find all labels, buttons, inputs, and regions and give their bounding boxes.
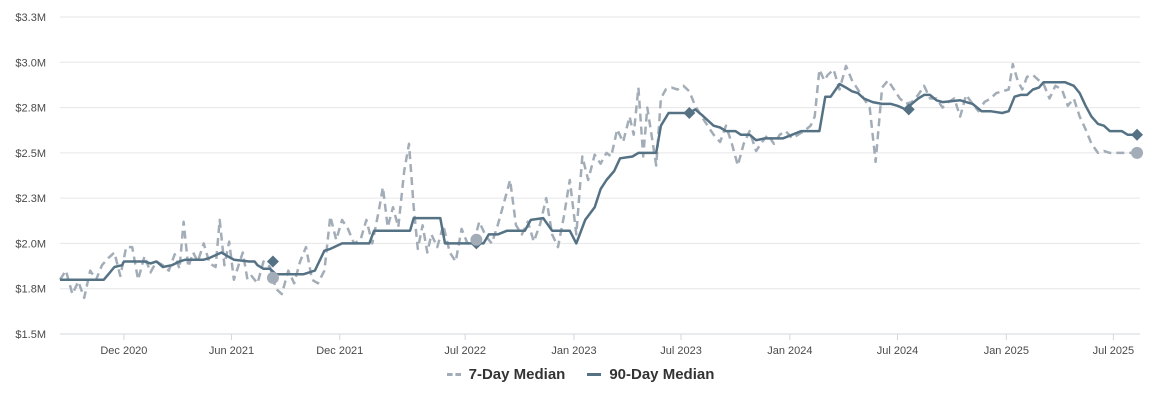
legend-label-7-day-median: 7-Day Median	[468, 366, 566, 383]
marker-7-day-median[interactable]	[470, 233, 483, 246]
y-axis-tick-labels: $1.5M $1.8M $2.0M $2.3M $2.5M $2.8M $3.0M $3.3M	[15, 12, 46, 341]
legend-label-90-day-median: 90-Day Median	[609, 366, 715, 383]
y-tick-label: $1.8M	[15, 284, 46, 296]
series-markers	[266, 103, 1144, 284]
y-tick-label: $2.8M	[15, 103, 46, 115]
y-tick-label: $2.5M	[15, 148, 46, 160]
marker-90-day-median[interactable]	[683, 107, 696, 120]
x-axis: Dec 2020 Jun 2021 Dec 2021 Jul 2022 Jan 2023…	[60, 333, 1140, 357]
y-tick-label: $3.0M	[15, 57, 46, 69]
marker-7-day-median[interactable]	[1131, 146, 1144, 159]
x-tick-label: Dec 2020	[100, 345, 147, 357]
chart-legend: 7-Day Median 90-Day Median	[0, 366, 1161, 383]
price-median-line-chart: $1.5M $1.8M $2.0M $2.3M $2.5M $2.8M $3.0M $3.3M…	[15, 12, 1144, 357]
x-tick-label: Jul 2022	[444, 345, 486, 357]
y-tick-label: $2.3M	[15, 193, 46, 205]
legend-swatch-90-day-median	[587, 373, 602, 376]
legend-item-90-day-median[interactable]: 90-Day Median	[587, 366, 714, 383]
series-line-7-day-median[interactable]	[58, 62, 1137, 300]
legend-item-7-day-median[interactable]: 7-Day Median	[446, 366, 566, 383]
y-tick-label: $1.5M	[15, 329, 46, 341]
x-tick-label: Jun 2021	[209, 345, 254, 357]
marker-90-day-median[interactable]	[902, 103, 915, 116]
marker-7-day-median[interactable]	[266, 271, 279, 284]
x-tick-label: Jul 2024	[877, 345, 919, 357]
y-tick-label: $3.3M	[15, 12, 46, 24]
series-lines	[58, 62, 1137, 300]
legend-swatch-7-day-median	[446, 373, 461, 376]
x-tick-label: Jan 2024	[767, 345, 812, 357]
x-tick-label: Dec 2021	[316, 345, 363, 357]
series-line-90-day-median[interactable]	[60, 80, 1137, 281]
marker-90-day-median[interactable]	[1131, 128, 1144, 141]
x-tick-label: Jan 2025	[984, 345, 1029, 357]
marker-90-day-median[interactable]	[266, 255, 279, 268]
x-tick-label: Jan 2023	[551, 345, 596, 357]
grid-lines	[60, 16, 1140, 290]
x-tick-label: Jul 2023	[660, 345, 702, 357]
y-tick-label: $2.0M	[15, 238, 46, 250]
x-tick-label: Jul 2025	[1093, 345, 1135, 357]
